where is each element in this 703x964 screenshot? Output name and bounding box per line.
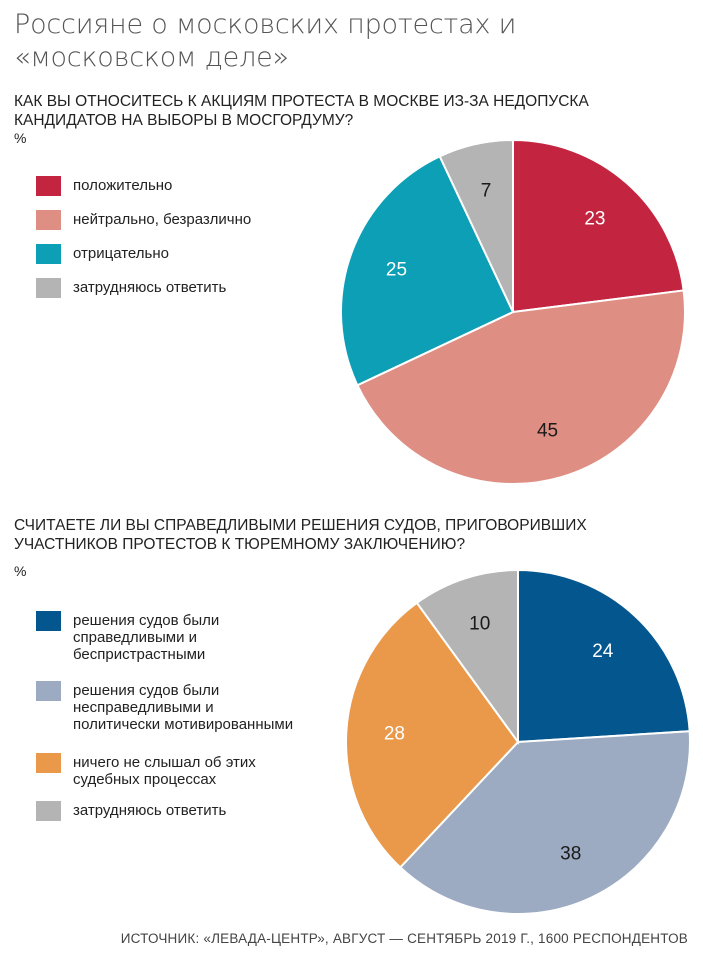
chart-1-unit: % — [14, 130, 27, 146]
chart-2-title: СЧИТАЕТЕ ЛИ ВЫ СПРАВЕДЛИВЫМИ РЕШЕНИЯ СУД… — [14, 517, 587, 553]
legend-label: затрудняюсь ответить — [73, 279, 227, 296]
legend-swatch — [36, 753, 61, 773]
legend-label: ничего не слышал об этих судебных процес… — [73, 754, 256, 788]
chart-1-pie: 23 45 25 7 — [340, 138, 686, 486]
legend-swatch — [36, 176, 61, 196]
pie-slice — [438, 138, 514, 313]
pie-slice — [398, 730, 691, 916]
chart-2-pie: 24 38 28 10 — [345, 568, 691, 916]
legend-label: положительно — [73, 177, 173, 194]
legend-label: затрудняюсь ответить — [73, 802, 227, 819]
slice-value-label: 23 — [584, 209, 605, 230]
chart-1-title: КАК ВЫ ОТНОСИТЕСЬ К АКЦИЯМ ПРОТЕСТА В МО… — [14, 93, 589, 129]
legend-swatch — [36, 801, 61, 821]
slice-value-label: 24 — [592, 641, 614, 662]
pie-slice — [517, 568, 691, 744]
pie-slice — [356, 289, 686, 486]
slice-value-label: 10 — [469, 614, 490, 635]
pie-slice — [512, 138, 685, 314]
legend-swatch — [36, 681, 61, 701]
legend-swatch — [36, 278, 61, 298]
legend-swatch — [36, 611, 61, 631]
legend-label: решения судов были несправедливыми и пол… — [73, 682, 294, 733]
legend-label: нейтрально, безразлично — [73, 211, 252, 228]
slice-value-label: 7 — [481, 181, 492, 202]
slice-value-label: 38 — [560, 844, 581, 865]
pie-slice — [415, 568, 519, 746]
slice-value-label: 25 — [386, 260, 407, 281]
legend-swatch — [36, 210, 61, 230]
slice-value-label: 45 — [537, 420, 558, 441]
legend-label: отрицательно — [73, 245, 169, 262]
main-title: Россияне о московских протестах и «моско… — [14, 9, 517, 73]
pie-slice — [340, 155, 515, 387]
slice-value-label: 28 — [384, 724, 405, 745]
chart-2-unit: % — [14, 563, 27, 579]
legend-label: решения судов были справедливыми и беспр… — [73, 612, 220, 663]
source-note: ИСТОЧНИК: «ЛЕВАДА-ЦЕНТР», АВГУСТ — СЕНТЯ… — [120, 931, 688, 946]
legend-swatch — [36, 244, 61, 264]
pie-slice — [345, 601, 520, 869]
